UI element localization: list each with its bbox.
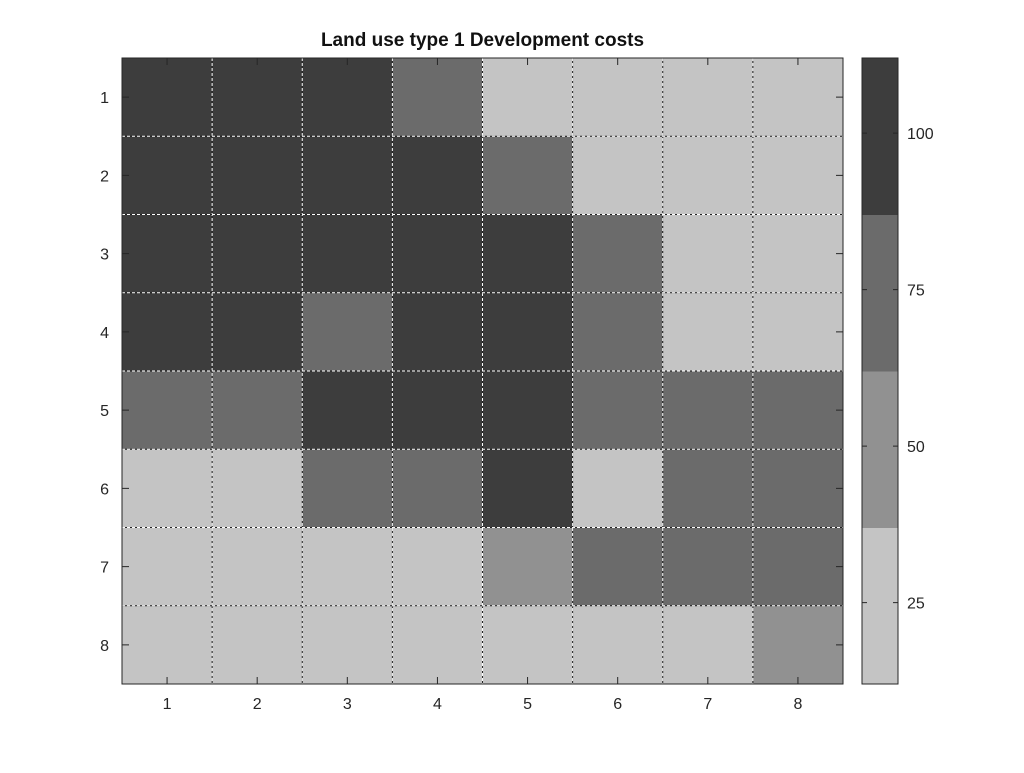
heatmap-cell: [482, 292, 574, 372]
heatmap-cell: [662, 605, 754, 685]
heatmap-cell: [752, 449, 844, 528]
heatmap-cell: [482, 214, 574, 294]
heatmap-cell: [302, 449, 393, 528]
heatmap-cell: [752, 136, 844, 215]
heatmap-cell: [662, 527, 754, 607]
heatmap-cell: [302, 292, 393, 372]
heatmap-cell: [752, 214, 844, 294]
heatmap-cell: [122, 605, 213, 685]
heatmap-cell: [122, 58, 213, 137]
heatmap-cell: [662, 214, 754, 294]
heatmap-cell: [572, 527, 664, 607]
heatmap-cell: [392, 58, 483, 137]
heatmap-cell: [482, 58, 574, 137]
colorbar-tick-label: 50: [907, 439, 925, 456]
heatmap-cell: [392, 214, 483, 294]
colorbar-segment: [862, 58, 898, 215]
plot-frame: [121, 57, 844, 685]
heatmap-cell: [212, 449, 303, 528]
heatmap-cell: [122, 371, 213, 450]
y-tick-label: 2: [100, 168, 109, 185]
heatmap-cell: [392, 527, 483, 607]
x-tick-label: 4: [433, 696, 442, 713]
heatmap-cell: [302, 214, 393, 294]
heatmap-cell: [752, 58, 844, 137]
heatmap-cell: [212, 136, 303, 215]
y-tick-label: 5: [100, 403, 109, 420]
y-tick-label: 6: [100, 481, 109, 498]
x-tick-label: 5: [523, 696, 532, 713]
heatmap-cell: [212, 527, 303, 607]
colorbar-tick-label: 25: [907, 596, 925, 613]
heatmap-cell: [482, 136, 574, 215]
heatmap-cell: [302, 58, 393, 137]
heatmap-cell: [122, 214, 213, 294]
heatmap-cell: [302, 371, 393, 450]
heatmap-cell: [482, 527, 574, 607]
colorbar-segment: [862, 527, 898, 685]
heatmap-cell: [302, 136, 393, 215]
heatmap-cell: [122, 136, 213, 215]
x-tick-label: 6: [613, 696, 622, 713]
heatmap-cell: [212, 371, 303, 450]
x-tick-label: 8: [793, 696, 802, 713]
heatmap-cell: [392, 136, 483, 215]
heatmap-cell: [662, 449, 754, 528]
x-tick-label: 7: [703, 696, 712, 713]
heatmap-cell: [212, 58, 303, 137]
heatmap-cell: [302, 527, 393, 607]
heatmap-cell: [662, 58, 754, 137]
heatmap-cell: [572, 449, 664, 528]
heatmap-cell: [122, 292, 213, 372]
heatmap-cell: [392, 292, 483, 372]
heatmap-cell: [392, 605, 483, 685]
y-tick-label: 1: [100, 90, 109, 107]
heatmap-cell: [752, 527, 844, 607]
heatmap-cell: [122, 449, 213, 528]
heatmap-cell: [212, 605, 303, 685]
heatmap-cell: [212, 292, 303, 372]
heatmap-cell: [662, 292, 754, 372]
heatmap-cell: [572, 605, 664, 685]
colorbar-segment: [862, 371, 898, 528]
colorbar-tick-label: 75: [907, 283, 925, 300]
heatmap-cell: [482, 605, 574, 685]
y-tick-label: 7: [100, 560, 109, 577]
heatmap-cell: [302, 605, 393, 685]
colorbar-segment: [862, 214, 898, 372]
heatmap-cell: [572, 58, 664, 137]
x-tick-label: 3: [343, 696, 352, 713]
heatmap-cell: [752, 605, 844, 685]
x-tick-label: 1: [163, 696, 172, 713]
colorbar-frame: [861, 57, 899, 685]
y-tick-label: 4: [100, 325, 109, 342]
chart-title: Land use type 1 Development costs: [320, 30, 645, 51]
heatmap-cell: [482, 449, 574, 528]
heatmap-cell: [572, 214, 664, 294]
grid-lines: [122, 58, 843, 684]
x-tick-label: 2: [253, 696, 262, 713]
heatmap-cell: [752, 371, 844, 450]
heatmap-cell: [122, 527, 213, 607]
heatmap-cell: [572, 136, 664, 215]
heatmap-cell: [752, 292, 844, 372]
heatmap-cell: [392, 371, 483, 450]
heatmap-cell: [212, 214, 303, 294]
heatmap-cells: [122, 58, 844, 685]
heatmap-cell: [662, 136, 754, 215]
heatmap-cell: [482, 371, 574, 450]
y-tick-label: 3: [100, 247, 109, 264]
heatmap-cell: [662, 371, 754, 450]
heatmap-cell: [572, 371, 664, 450]
colorbar-tick-label: 100: [907, 126, 934, 143]
y-tick-label: 8: [100, 638, 109, 655]
heatmap-cell: [392, 449, 483, 528]
colorbar: 25 50 75 100: [861, 57, 934, 685]
axes: 1 2 3 4 5 6 7 8 1 2 3 4 5 6 7 8: [100, 57, 844, 713]
heatmap-cell: [572, 292, 664, 372]
